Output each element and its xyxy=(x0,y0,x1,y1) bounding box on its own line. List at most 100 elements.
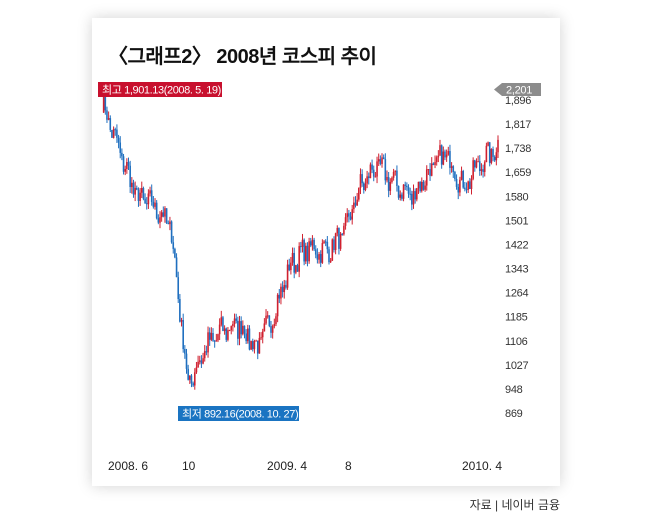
price-candle xyxy=(248,328,251,350)
price-candle xyxy=(266,315,269,317)
y-tick-label: 1185 xyxy=(505,312,528,324)
price-candle xyxy=(442,151,445,165)
price-candle xyxy=(104,93,107,111)
price-candle xyxy=(190,375,193,384)
price-candle xyxy=(169,221,171,225)
price-candle xyxy=(402,184,405,199)
x-tick-label: 2010. 4 xyxy=(462,459,502,473)
price-candle xyxy=(392,171,395,178)
price-candle xyxy=(271,326,274,333)
price-candle xyxy=(475,161,478,168)
price-candle xyxy=(399,194,402,198)
price-candle xyxy=(464,187,466,190)
price-candle xyxy=(416,188,418,200)
price-candle xyxy=(154,202,156,207)
price-candle xyxy=(341,233,344,235)
price-candle xyxy=(389,182,392,191)
price-candle xyxy=(132,182,135,195)
price-candle xyxy=(207,332,209,353)
price-candle xyxy=(179,299,181,322)
price-candle xyxy=(102,93,105,113)
price-candle xyxy=(124,168,126,172)
price-candle xyxy=(276,294,279,317)
price-candle xyxy=(362,183,365,191)
price-candle xyxy=(182,320,184,350)
price-candle xyxy=(150,190,153,202)
price-candle xyxy=(372,169,375,177)
price-candle xyxy=(361,174,363,184)
x-tick-label: 2009. 4 xyxy=(267,459,307,473)
price-candle xyxy=(452,166,455,172)
price-candle xyxy=(222,317,224,331)
price-candle xyxy=(323,241,325,244)
price-candle xyxy=(493,156,496,161)
price-candle xyxy=(127,162,130,166)
price-candle xyxy=(435,157,438,163)
price-candle xyxy=(253,341,256,350)
price-candle xyxy=(324,241,327,243)
price-candle xyxy=(126,162,128,169)
y-tick-label: 948 xyxy=(505,384,523,396)
price-candle xyxy=(439,145,441,156)
price-candle xyxy=(425,169,428,186)
low-label: 최저 892.16(2008. 10. 27) xyxy=(182,408,298,421)
price-candle xyxy=(339,233,342,249)
price-candle xyxy=(122,156,125,172)
y-tick-label: 1,817 xyxy=(505,119,531,131)
price-candle xyxy=(218,324,221,335)
price-candle xyxy=(189,375,191,380)
price-candle xyxy=(145,203,148,205)
price-candle xyxy=(344,217,347,226)
price-candle xyxy=(147,193,150,205)
price-candle xyxy=(278,294,281,299)
price-candle xyxy=(447,151,450,155)
price-candle xyxy=(165,208,168,224)
y-tick-label: 1,659 xyxy=(505,167,531,179)
x-tick-label: 2008. 6 xyxy=(108,459,148,473)
price-candle xyxy=(359,174,362,189)
price-candle xyxy=(427,169,430,171)
price-candle xyxy=(152,201,155,207)
price-candle xyxy=(333,239,335,251)
price-candle xyxy=(487,142,489,146)
price-candle xyxy=(424,185,426,190)
price-candle xyxy=(480,169,483,172)
price-candle xyxy=(334,233,337,251)
price-candle xyxy=(338,228,340,249)
price-candle xyxy=(309,241,312,246)
price-candle xyxy=(200,360,203,364)
price-candle xyxy=(358,188,360,200)
price-candle xyxy=(144,198,146,204)
price-candle xyxy=(432,163,435,165)
price-candle xyxy=(314,249,317,255)
price-candle xyxy=(184,349,186,354)
price-candle xyxy=(155,202,158,219)
price-candle xyxy=(212,332,214,341)
price-candle xyxy=(217,334,219,341)
price-candle xyxy=(331,239,334,261)
price-candle xyxy=(256,340,259,354)
source-note: 자료 | 네이버 금융 xyxy=(469,498,560,512)
price-candle xyxy=(237,320,239,339)
price-candle xyxy=(460,170,463,180)
price-candle xyxy=(210,332,213,340)
price-candle xyxy=(293,252,296,273)
price-candle xyxy=(450,166,453,168)
price-candle xyxy=(394,170,397,172)
price-candle xyxy=(316,254,319,260)
price-candle xyxy=(396,170,398,186)
price-candle xyxy=(382,157,385,160)
price-candle xyxy=(377,159,380,162)
price-candle xyxy=(109,118,112,130)
price-candle xyxy=(193,372,196,386)
price-candle xyxy=(167,223,170,225)
price-candle xyxy=(175,257,178,278)
x-tick-label: 8 xyxy=(345,459,352,473)
price-candle xyxy=(449,151,451,168)
price-candle xyxy=(366,176,368,184)
price-candle xyxy=(203,351,206,359)
low-annotation: 최저 892.16(2008. 10. 27) xyxy=(178,406,299,421)
price-candle xyxy=(205,351,208,353)
price-candle xyxy=(290,262,292,271)
